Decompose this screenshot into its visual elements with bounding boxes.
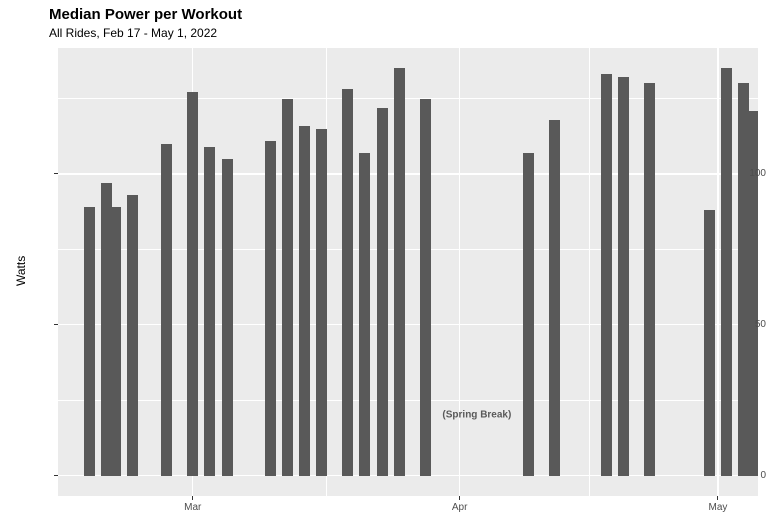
gridline-v-minor [589, 48, 590, 496]
bar [110, 207, 121, 475]
gridline-v-major [459, 48, 460, 496]
bar [721, 68, 732, 475]
ytick-label: 50 [716, 319, 766, 330]
bar [222, 159, 233, 476]
bar [704, 210, 715, 475]
bar [316, 129, 327, 476]
chart-container: Median Power per Workout All Rides, Feb … [0, 0, 766, 530]
bar [299, 126, 310, 476]
bar [394, 68, 405, 475]
bar [618, 77, 629, 475]
xtick-mark [192, 496, 193, 500]
ytick-label: 0 [716, 470, 766, 481]
bar [161, 144, 172, 476]
bar [523, 153, 534, 476]
bar [644, 83, 655, 475]
bar [84, 207, 95, 475]
bar [747, 111, 758, 476]
bar [420, 99, 431, 476]
ytick-mark [54, 173, 58, 174]
chart-subtitle: All Rides, Feb 17 - May 1, 2022 [49, 26, 217, 40]
bar [282, 99, 293, 476]
xtick-mark [717, 496, 718, 500]
chart-title: Median Power per Workout [49, 6, 242, 23]
bar [204, 147, 215, 476]
xtick-mark [459, 496, 460, 500]
xtick-label: Mar [184, 502, 201, 513]
bar [549, 120, 560, 476]
bar [127, 195, 138, 476]
plot-panel: (Spring Break) [58, 48, 758, 496]
xtick-label: Apr [452, 502, 468, 513]
annotation-spring-break: (Spring Break) [442, 410, 511, 421]
bar [601, 74, 612, 475]
bar [187, 92, 198, 475]
gridline-v-major [717, 48, 718, 496]
ytick-mark [54, 324, 58, 325]
bar [377, 108, 388, 476]
xtick-label: May [709, 502, 728, 513]
bar [359, 153, 370, 476]
bar [342, 89, 353, 475]
ytick-label: 100 [716, 168, 766, 179]
y-axis-label: Watts [14, 256, 28, 286]
bar [265, 141, 276, 476]
ytick-mark [54, 475, 58, 476]
